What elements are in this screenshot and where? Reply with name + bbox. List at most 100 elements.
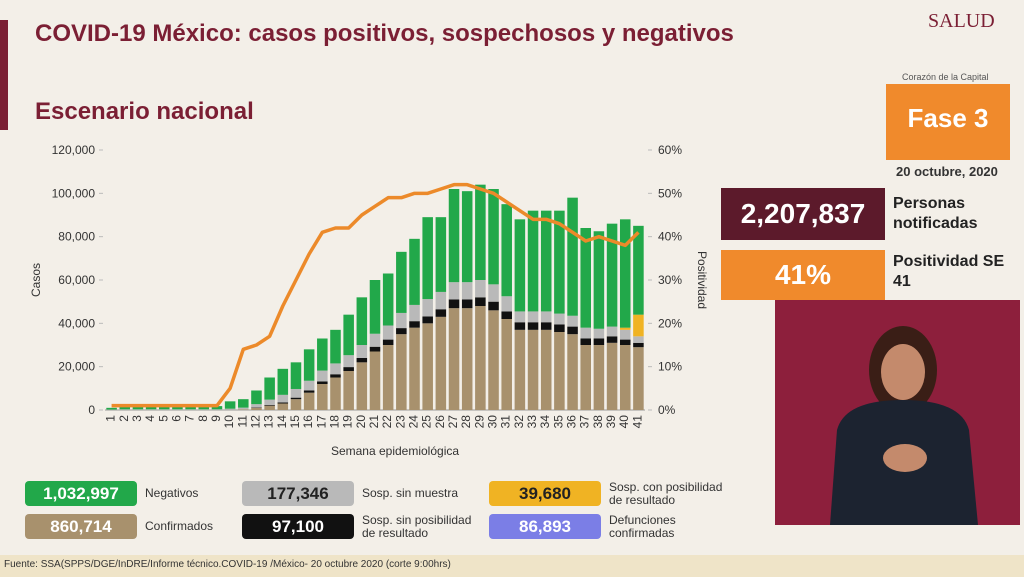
bar-segment	[554, 210, 565, 314]
subtitle: Escenario nacional	[35, 98, 254, 125]
bar-segment	[461, 308, 473, 410]
bar-segment	[290, 388, 302, 398]
bar-segment	[303, 390, 315, 393]
bar-segment	[501, 204, 512, 297]
bar-segment	[251, 390, 262, 405]
y-tick-label: 80,000	[58, 230, 95, 244]
bar-segment	[448, 308, 460, 410]
bar-segment	[606, 336, 618, 343]
bar-segment	[132, 405, 144, 410]
y2-tick-label: 0%	[658, 403, 676, 417]
y2-tick-label: 30%	[658, 273, 682, 287]
x-tick-label: 13	[262, 415, 276, 429]
bar-segment	[211, 406, 223, 410]
bar-segment	[317, 384, 328, 410]
x-tick-label: 3	[130, 415, 144, 422]
x-tick-label: 1	[104, 415, 118, 422]
x-tick-label: 15	[288, 415, 302, 429]
x-tick-label: 22	[380, 415, 394, 429]
kpi-value: 2,207,837	[721, 188, 885, 240]
y-tick-label: 20,000	[58, 360, 95, 374]
phase-box: Fase 3	[886, 84, 1010, 160]
bar-segment	[619, 329, 631, 340]
x-tick-label: 28	[459, 415, 473, 429]
bar-segment	[567, 334, 578, 410]
bar-segment	[172, 409, 183, 410]
bar-segment	[633, 225, 644, 315]
bar-segment	[382, 325, 394, 340]
bar-segment	[409, 321, 420, 328]
bar-segment	[290, 397, 302, 400]
y-tick-label: 60,000	[58, 273, 95, 287]
bar-segment	[540, 210, 552, 312]
bar-segment	[290, 362, 302, 389]
bar-segment	[251, 404, 262, 408]
bar-segment	[369, 346, 381, 352]
y2-tick-label: 50%	[658, 186, 682, 200]
x-tick-label: 18	[327, 415, 341, 429]
bar-segment	[435, 291, 447, 310]
bar-segment	[554, 332, 565, 410]
x-tick-label: 16	[301, 415, 315, 429]
y2-tick-label: 60%	[658, 143, 682, 157]
x-tick-label: 7	[183, 415, 197, 422]
bar-segment	[527, 322, 539, 330]
x-axis-label: Semana epidemiológica	[331, 444, 459, 458]
summary-label: Sosp. sin muestra	[362, 486, 459, 500]
bar-segment	[330, 363, 341, 375]
bar-segment	[343, 314, 354, 356]
bar-segment	[567, 326, 578, 335]
summary-value: 39,680	[489, 481, 601, 506]
bar-segment	[475, 184, 486, 280]
bar-segment	[382, 339, 394, 345]
bar-segment	[224, 408, 236, 410]
bar-segment	[172, 405, 183, 410]
footer: Fuente: SSA(SPPS/DGE/InDRE/Informe técni…	[4, 559, 451, 570]
bar-segment	[488, 284, 499, 302]
bar-segment	[527, 210, 539, 312]
x-tick-label: 17	[314, 415, 328, 429]
x-tick-label: 10	[222, 415, 236, 429]
bar-segment	[409, 327, 420, 410]
accent-bar	[0, 20, 8, 130]
x-tick-label: 39	[604, 415, 618, 429]
summary-value: 177,346	[242, 481, 354, 506]
bar-segment	[422, 299, 433, 317]
bar-segment	[633, 347, 644, 410]
bar-segment	[198, 406, 210, 410]
x-tick-label: 4	[143, 415, 157, 422]
x-tick-label: 34	[538, 415, 552, 429]
y-tick-label: 100,000	[52, 186, 96, 200]
bar-segment	[435, 217, 447, 292]
bar-segment	[633, 336, 644, 343]
x-tick-label: 32	[512, 415, 526, 429]
bar-segment	[501, 319, 512, 410]
x-tick-label: 26	[433, 415, 447, 429]
y-tick-label: 0	[88, 403, 95, 417]
bar-segment	[185, 409, 196, 410]
bar-segment	[382, 273, 394, 326]
bar-segment	[501, 311, 512, 319]
bar-segment	[475, 280, 486, 298]
x-tick-label: 11	[235, 415, 249, 428]
bar-segment	[396, 312, 407, 329]
bar-segment	[619, 219, 631, 328]
bar-segment	[461, 191, 473, 283]
summary-value: 86,893	[489, 514, 601, 539]
bar-segment	[567, 315, 578, 327]
bar-segment	[264, 405, 275, 406]
bar-segment	[554, 313, 565, 325]
bar-segment	[343, 355, 354, 368]
bar-segment	[593, 231, 605, 329]
bar-segment	[527, 329, 539, 410]
chart: Semana epidemiológica Casos Positividad …	[29, 143, 709, 458]
bar-segment	[540, 329, 552, 410]
kpi-label: Positividad SE 41	[893, 253, 1005, 290]
bar-segment	[343, 367, 354, 371]
x-tick-label: 27	[446, 415, 460, 429]
bar-segment	[422, 323, 433, 410]
bar-segment	[119, 406, 131, 410]
bar-segment	[475, 306, 486, 410]
bar-segment	[317, 338, 328, 371]
x-tick-label: 38	[591, 415, 605, 429]
